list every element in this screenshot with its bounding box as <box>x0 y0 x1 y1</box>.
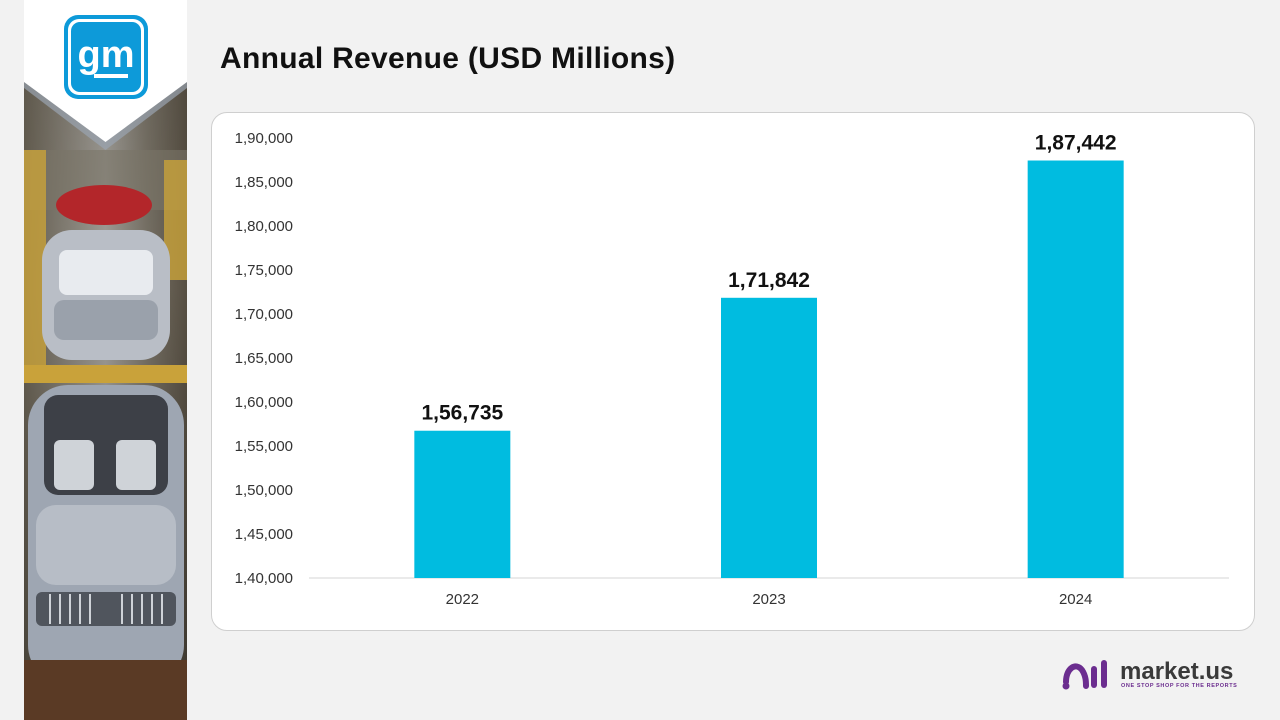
y-tick-label: 1,90,000 <box>235 130 293 147</box>
bar-2022 <box>414 430 511 578</box>
page-title: Annual Revenue (USD Millions) <box>220 42 676 75</box>
y-tick-label: 1,65,000 <box>235 350 293 367</box>
y-tick-label: 1,70,000 <box>235 306 293 323</box>
bar-value-label: 1,56,735 <box>421 402 503 425</box>
bar-value-label: 1,71,842 <box>728 269 810 292</box>
y-tick-label: 1,55,000 <box>235 438 293 455</box>
y-tick-label: 1,60,000 <box>235 394 293 411</box>
y-tick-label: 1,50,000 <box>235 482 293 499</box>
bar-value-label: 1,87,442 <box>1035 132 1117 155</box>
brand-tagline: ONE STOP SHOP FOR THE REPORTS <box>1121 683 1238 689</box>
chart-card: 1,40,000 1,45,000 1,50,000 1,55,000 1,60,000… <box>211 112 1255 631</box>
bar-chart: 1,40,000 1,45,000 1,50,000 1,55,000 1,60,000… <box>235 130 1229 608</box>
bar-2024 <box>1027 160 1124 578</box>
brand-name: market.us <box>1120 658 1234 685</box>
market-us-logo-icon <box>1062 660 1107 690</box>
y-tick-label: 1,75,000 <box>235 262 293 279</box>
y-tick-label: 1,85,000 <box>235 174 293 191</box>
gm-logo-text: gm <box>78 34 135 76</box>
factory-photo <box>24 0 187 720</box>
y-tick-label: 1,45,000 <box>235 526 293 543</box>
x-tick-label: 2023 <box>752 591 785 608</box>
bar-2023 <box>721 297 817 578</box>
x-tick-label: 2022 <box>446 591 479 608</box>
gm-logo-icon: gm <box>64 15 148 99</box>
brand-mark: market.us ONE STOP SHOP FOR THE REPORTS <box>1060 656 1260 696</box>
y-tick-label: 1,80,000 <box>235 218 293 235</box>
car-assembly-illustration <box>24 150 187 720</box>
y-tick-label: 1,40,000 <box>235 570 293 587</box>
logo-banner: gm <box>24 0 187 170</box>
x-tick-label: 2024 <box>1059 591 1092 608</box>
